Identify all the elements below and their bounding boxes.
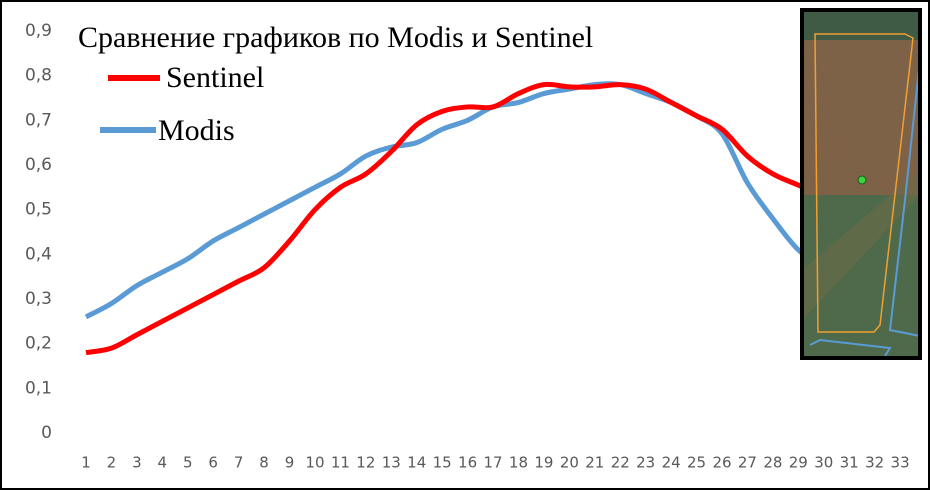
x-tick-label: 29 <box>789 454 808 472</box>
x-tick-label: 15 <box>433 454 452 472</box>
y-tick-label: 0,1 <box>25 378 52 398</box>
x-tick-label: 31 <box>840 454 859 472</box>
map-inset <box>800 8 922 360</box>
x-tick-label: 13 <box>382 454 401 472</box>
legend-label: Modis <box>158 114 235 147</box>
legend-label: Sentinel <box>166 61 264 94</box>
x-tick-label: 25 <box>687 454 706 472</box>
x-tick-label: 7 <box>234 454 244 472</box>
x-tick-label: 14 <box>407 454 426 472</box>
map-area <box>802 170 920 320</box>
x-tick-label: 21 <box>585 454 604 472</box>
x-tick-label: 28 <box>763 454 782 472</box>
map-line <box>809 338 892 357</box>
x-tick-label: 24 <box>662 454 681 472</box>
chart-title: Сравнение графиков по Modis и Sentinel <box>78 21 593 54</box>
map-marker <box>857 175 867 185</box>
x-tick-label: 10 <box>305 454 324 472</box>
x-tick-label: 30 <box>814 454 833 472</box>
x-tick-label: 26 <box>712 454 731 472</box>
x-tick-label: 17 <box>483 454 502 472</box>
y-tick-label: 0,8 <box>25 66 52 86</box>
x-tick-label: 3 <box>132 454 142 472</box>
x-tick-label: 8 <box>259 454 269 472</box>
y-tick-label: 0,6 <box>25 155 52 175</box>
x-tick-label: 1 <box>81 454 91 472</box>
x-tick-label: 9 <box>285 454 295 472</box>
x-tick-label: 33 <box>891 454 910 472</box>
y-tick-label: 0,4 <box>25 244 52 264</box>
y-tick-label: 0,7 <box>25 110 52 130</box>
map-border <box>800 8 922 360</box>
x-tick-label: 20 <box>560 454 579 472</box>
series-line <box>85 81 901 356</box>
x-tick-label: 12 <box>356 454 375 472</box>
y-tick-label: 0,5 <box>25 200 52 220</box>
x-tick-label: 6 <box>208 454 218 472</box>
y-tick-label: 0,3 <box>25 289 52 309</box>
x-tick-label: 18 <box>509 454 528 472</box>
y-tick-label: 0,2 <box>25 334 52 354</box>
x-tick-label: 16 <box>458 454 477 472</box>
x-tick-label: 5 <box>183 454 193 472</box>
x-tick-label: 23 <box>636 454 655 472</box>
y-tick-label: 0,9 <box>25 21 52 41</box>
y-tick-label: 0 <box>41 423 52 443</box>
x-tick-label: 22 <box>611 454 630 472</box>
x-tick-label: 32 <box>865 454 884 472</box>
x-tick-label: 4 <box>158 454 168 472</box>
x-tick-label: 19 <box>534 454 553 472</box>
x-tick-label: 2 <box>107 454 117 472</box>
plot: 00,10,20,30,40,50,60,70,80,91 2 3 4 5 6 7 8 9 10 1… <box>25 21 910 472</box>
map-area <box>802 10 920 40</box>
map-line <box>888 59 921 337</box>
map-area <box>802 40 920 195</box>
x-tick-label: 11 <box>331 454 350 472</box>
field-outline <box>814 33 914 333</box>
x-tick-label: 27 <box>738 454 757 472</box>
